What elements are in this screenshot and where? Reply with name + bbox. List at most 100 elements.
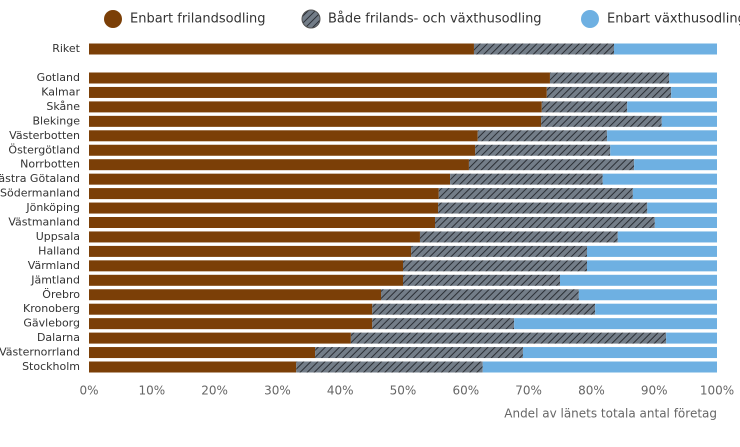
bar-segment <box>89 231 420 243</box>
y-tick-label: Jämtland <box>30 273 80 286</box>
bar-segment <box>647 202 717 214</box>
bar-segment <box>634 159 717 171</box>
y-tick-label: Södermanland <box>0 187 80 200</box>
legend-marker <box>104 10 122 28</box>
bar-segment <box>89 217 436 228</box>
bar-segment <box>546 86 672 98</box>
bar-segment <box>549 72 670 84</box>
bar-segment <box>541 101 628 113</box>
x-tick-label: 100% <box>700 384 734 398</box>
y-tick-label: Halland <box>38 244 80 257</box>
bar-segment <box>89 318 373 330</box>
y-tick-label: Gävleborg <box>23 317 80 330</box>
bar-segment <box>522 347 717 359</box>
bar-segment <box>381 289 579 301</box>
bar-segment <box>671 86 717 98</box>
x-tick-label: 10% <box>138 384 165 398</box>
x-tick-label: 40% <box>327 384 354 398</box>
bar-segment <box>419 231 618 243</box>
bar-segment <box>89 144 476 156</box>
bar-segment <box>89 159 469 171</box>
bar-segment <box>654 217 717 228</box>
x-tick-label: 0% <box>79 384 98 398</box>
bar-segment <box>89 347 316 359</box>
y-tick-label: Värmland <box>28 259 80 272</box>
y-tick-label: Jönköping <box>25 201 80 214</box>
y-tick-label: Västmanland <box>8 216 80 229</box>
bar-segment <box>315 347 523 359</box>
legend-marker <box>301 9 321 29</box>
y-tick-label: Stockholm <box>22 360 80 373</box>
y-tick-label: Västernorrland <box>0 346 80 359</box>
legend-marker <box>581 10 599 28</box>
bar-segment <box>587 260 717 272</box>
bar-segment <box>607 130 717 142</box>
bar-segment <box>438 202 648 214</box>
bar-segment <box>403 274 560 286</box>
y-tick-label: Östergötland <box>8 143 80 156</box>
x-axis-label: Andel av länets totala antal företag <box>504 407 717 421</box>
bar-segment <box>450 173 603 185</box>
bar-segment <box>89 72 550 84</box>
y-tick-label: Västerbotten <box>9 129 80 142</box>
x-tick-label: 80% <box>578 384 605 398</box>
bar-segment <box>89 289 382 301</box>
y-tick-label: Blekinge <box>32 114 80 127</box>
bar-segment <box>632 188 717 200</box>
bar-segment <box>669 72 717 84</box>
bar-segment <box>89 332 351 344</box>
y-tick-label: Västra Götaland <box>0 172 80 185</box>
x-tick-label: 70% <box>515 384 542 398</box>
x-tick-label: 60% <box>452 384 479 398</box>
bar-segment <box>438 188 633 200</box>
bar-segment <box>560 274 717 286</box>
y-tick-label: Norrbotten <box>20 158 80 171</box>
x-tick-label: 90% <box>641 384 668 398</box>
bar-segment <box>89 86 547 98</box>
bar-segment <box>435 217 655 228</box>
bar-segment <box>372 303 596 315</box>
bar-segment <box>602 173 717 185</box>
legend-label: Enbart växthusodling <box>607 12 740 27</box>
bar-segment <box>578 289 717 301</box>
y-tick-label: Gotland <box>37 71 80 84</box>
bar-segment <box>89 274 403 286</box>
bar-segment <box>614 43 717 55</box>
bar-segment <box>89 115 542 127</box>
bar-segment <box>482 361 717 373</box>
bar-segment <box>475 144 611 156</box>
bar-segment <box>617 231 717 243</box>
bar-segment <box>473 43 615 55</box>
bar-segment <box>468 159 635 171</box>
bar-segment <box>411 245 588 257</box>
y-tick-label: Uppsala <box>36 230 80 243</box>
bar-segment <box>350 332 667 344</box>
bar-segment <box>89 101 542 113</box>
bar-segment <box>296 361 483 373</box>
y-tick-label: Skåne <box>46 100 80 113</box>
bar-segment <box>372 318 515 330</box>
bar-segment <box>587 245 717 257</box>
bar-segment <box>403 260 588 272</box>
bar-segment <box>89 202 439 214</box>
bar-segment <box>477 130 608 142</box>
bar-segment <box>627 101 717 113</box>
bar-segment <box>89 188 439 200</box>
bar-segment <box>89 260 403 272</box>
bar-segment <box>595 303 717 315</box>
bar-segment <box>666 332 717 344</box>
x-tick-label: 20% <box>201 384 228 398</box>
x-tick-label: 30% <box>264 384 291 398</box>
bar-segment <box>89 245 412 257</box>
y-tick-label: Dalarna <box>37 331 80 344</box>
y-tick-label: Örebro <box>42 288 80 301</box>
x-tick-label: 50% <box>390 384 417 398</box>
bar-segment <box>661 115 717 127</box>
bar-segment <box>541 115 662 127</box>
bar-segment <box>89 43 474 55</box>
legend-label: Både frilands- och växthusodling <box>328 12 542 27</box>
bar-segment <box>89 303 373 315</box>
bar-segment <box>610 144 717 156</box>
bar-segment <box>89 130 478 142</box>
